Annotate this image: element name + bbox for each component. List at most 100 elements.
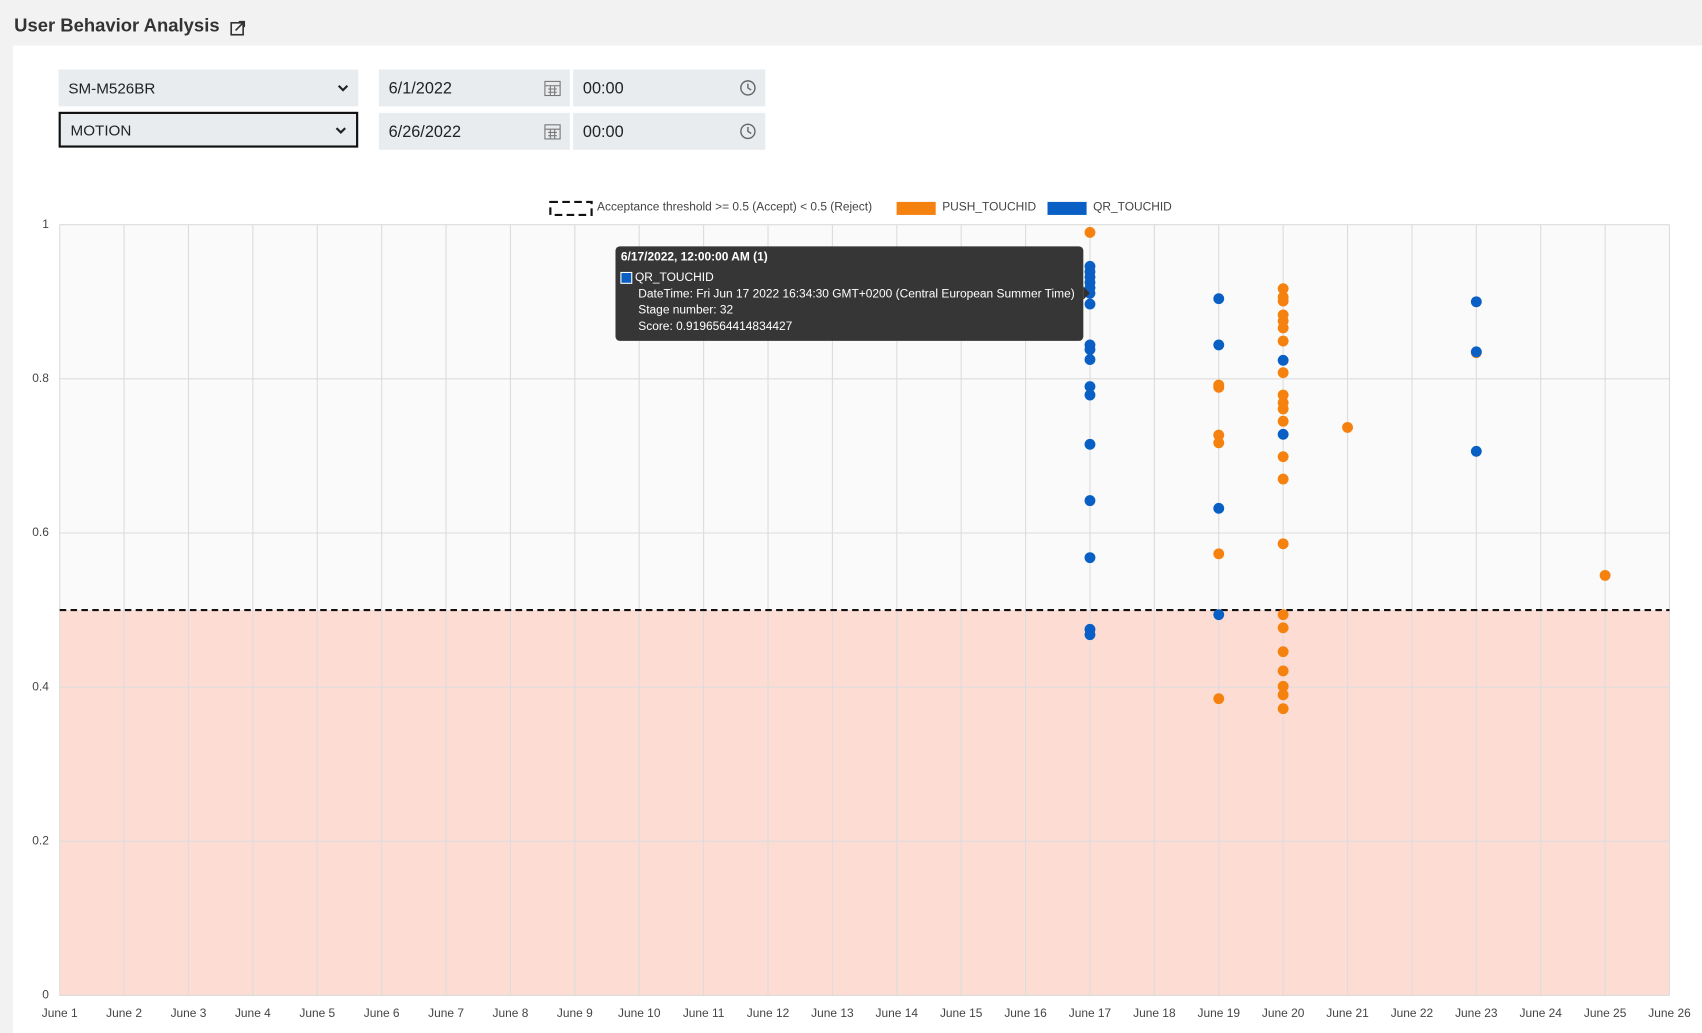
clock-icon	[740, 123, 756, 140]
point	[1084, 629, 1096, 641]
threshold-legend-swatch	[549, 200, 593, 217]
calendar-icon	[544, 80, 561, 97]
device-select[interactable]: SM-M526BR	[58, 69, 359, 107]
point	[1213, 609, 1225, 621]
tooltip-text: 6/17/2022, 12:00:00 AM (1)	[621, 249, 768, 263]
point	[1084, 298, 1096, 310]
point	[1277, 646, 1289, 658]
point	[1277, 403, 1289, 415]
open-icon[interactable]	[229, 20, 246, 37]
legend-label: PUSH_TOUCHID	[942, 199, 1036, 213]
point	[1277, 389, 1289, 401]
x-tick-label: June 25	[1584, 1006, 1627, 1020]
y-tick-label: 1	[42, 217, 49, 231]
end-time[interactable]: 00:00	[573, 112, 766, 150]
point	[1084, 354, 1096, 365]
point	[1277, 609, 1289, 621]
start-date[interactable]: 6/1/2022	[378, 69, 570, 107]
x-tick-label: June 8	[493, 1006, 529, 1020]
point	[1277, 473, 1289, 485]
x-tick-label: June 14	[876, 1006, 919, 1020]
legend-label: QR_TOUCHID	[1093, 199, 1172, 213]
tooltip-text: DateTime: Fri Jun 17 2022 16:34:30 GMT+0…	[638, 286, 1075, 300]
x-tick-label: June 3	[171, 1006, 207, 1020]
chevron	[337, 84, 349, 92]
tooltip-text: QR_TOUCHID	[635, 270, 714, 284]
x-tick-label: June 18	[1133, 1006, 1176, 1020]
end-date[interactable]: 6/26/2022	[378, 112, 570, 150]
point	[1084, 495, 1096, 507]
point	[1277, 295, 1289, 307]
legend-swatch	[1047, 201, 1087, 215]
x-tick-label: June 12	[747, 1006, 790, 1020]
end-time-value: 00:00	[582, 122, 624, 141]
tooltip-swatch	[620, 271, 633, 284]
x-tick-label: June 15	[940, 1006, 983, 1020]
point	[1084, 226, 1096, 238]
point	[1084, 389, 1096, 401]
calendar-icon	[544, 124, 561, 140]
y-tick-label: 0.2	[32, 833, 49, 847]
point	[1470, 346, 1482, 358]
start-time-value: 00:00	[582, 78, 624, 98]
point	[1277, 538, 1289, 550]
point	[1084, 552, 1096, 564]
end-date-value: 6/26/2022	[388, 122, 462, 141]
reject-region	[59, 610, 1670, 996]
point	[1277, 283, 1289, 295]
x-tick-label: June 5	[299, 1006, 335, 1020]
point	[1277, 354, 1289, 366]
tooltip-box	[615, 246, 1084, 341]
x-tick-label: June 4	[235, 1006, 271, 1020]
x-tick-label: June 11	[683, 1006, 725, 1020]
legend-swatch	[896, 201, 936, 215]
point	[1470, 445, 1482, 457]
point	[1213, 693, 1225, 705]
device-value: SM-M526BR	[68, 79, 156, 97]
y-tick-label: 0.8	[32, 371, 49, 385]
clock-icon	[740, 80, 756, 96]
start-time[interactable]: 00:00	[573, 69, 766, 107]
point	[1213, 381, 1225, 393]
point	[1342, 421, 1353, 433]
point	[1277, 428, 1289, 440]
method-value: MOTION	[70, 121, 132, 139]
point	[1470, 296, 1482, 308]
y-tick-label: 0.4	[32, 679, 49, 693]
point	[1213, 339, 1225, 351]
method-select[interactable]: MOTION	[58, 111, 359, 148]
point	[1213, 293, 1225, 305]
x-tick-label: June 24	[1519, 1006, 1562, 1020]
point	[1277, 680, 1289, 692]
page-title: User Behavior Analysis	[14, 15, 220, 36]
x-tick-label: June 23	[1455, 1006, 1498, 1020]
start-date-value: 6/1/2022	[388, 78, 452, 98]
y-tick-label: 0	[42, 988, 49, 1002]
x-tick-label: June 7	[428, 1006, 464, 1020]
point	[1213, 429, 1225, 441]
tooltip-text: Score: 0.9196564414834427	[638, 319, 792, 333]
point	[1213, 502, 1225, 514]
point	[1277, 689, 1289, 701]
x-tick-label: June 20	[1262, 1006, 1305, 1020]
point	[1213, 437, 1225, 449]
x-tick-label: June 21	[1326, 1006, 1369, 1020]
x-tick-label: June 26	[1648, 1006, 1691, 1020]
tooltip-caret	[1083, 286, 1090, 300]
point	[1277, 367, 1289, 379]
x-tick-label: June 17	[1069, 1006, 1112, 1020]
point	[1599, 569, 1611, 581]
x-tick-label: June 1	[42, 1006, 78, 1020]
point	[1084, 381, 1096, 392]
tooltip: 6/17/2022, 12:00:00 AM (1) QR_TOUCHID Date…	[615, 246, 1090, 341]
point	[1277, 703, 1289, 715]
x-tick-label: June 19	[1198, 1006, 1241, 1020]
x-tick-label: June 9	[557, 1006, 593, 1020]
x-tick-label: June 6	[364, 1006, 400, 1020]
point	[1277, 335, 1289, 347]
x-tick-label: June 13	[811, 1006, 854, 1020]
point	[1277, 451, 1289, 463]
point	[1277, 622, 1289, 634]
